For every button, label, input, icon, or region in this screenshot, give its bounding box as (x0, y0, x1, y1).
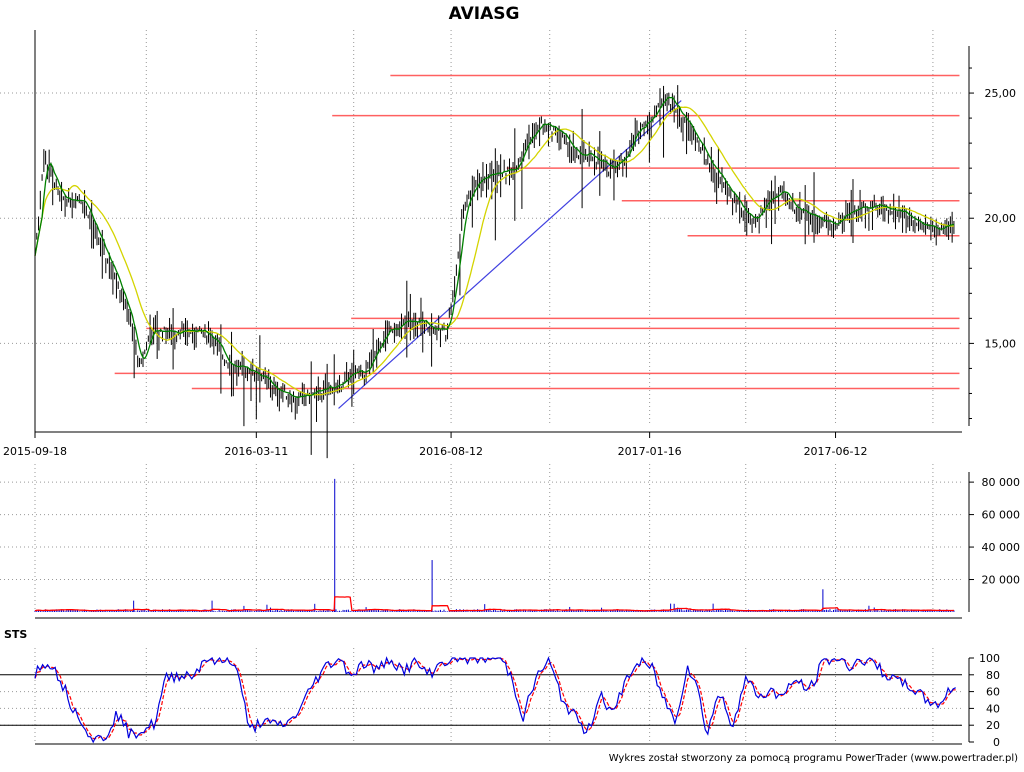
sts-layer (0, 656, 962, 745)
volume-y-tick-label: 20 000 (982, 574, 1021, 587)
date-tick-label: 2017-06-12 (804, 445, 868, 458)
sts-y-tick-label: 20 (986, 719, 1000, 732)
ma-short-line (34, 96, 955, 398)
volume-layer (34, 478, 962, 619)
sts-y-tick-label: 60 (986, 686, 1000, 699)
date-tick-label: 2015-09-18 (3, 445, 67, 458)
sts-y-tick-label: 100 (979, 652, 1000, 665)
price-y-tick-label: 20,00 (985, 212, 1017, 225)
sts-panel-label: STS (4, 628, 27, 641)
sts-y-tick-label: 40 (986, 702, 1000, 715)
trend-line (338, 100, 682, 409)
volume-y-tick-label: 40 000 (982, 541, 1021, 554)
date-tick-label: 2017-01-16 (618, 445, 682, 458)
date-tick-label: 2016-08-12 (419, 445, 483, 458)
volume-y-tick-label: 80 000 (982, 476, 1021, 489)
price-y-tick-label: 15,00 (985, 337, 1017, 350)
volume-ma-line (34, 596, 954, 612)
axis-layer: 15,00 20,00 25,00 2015-09-18 2016-03-11 2016-… (3, 30, 1020, 749)
footer-credit: Wykres został stworzony za pomocą progra… (609, 753, 1018, 764)
sts-fast-line (34, 656, 956, 744)
price-layer (34, 74, 960, 459)
volume-y-tick-label: 60 000 (982, 509, 1021, 522)
ma-long-line (34, 106, 954, 396)
chart-title: AVIASG (449, 4, 520, 24)
sts-y-tick-label: 0 (993, 736, 1000, 749)
sts-y-tick-label: 80 (986, 669, 1000, 682)
date-tick-label: 2016-03-11 (224, 445, 288, 458)
price-y-tick-label: 25,00 (985, 87, 1017, 100)
